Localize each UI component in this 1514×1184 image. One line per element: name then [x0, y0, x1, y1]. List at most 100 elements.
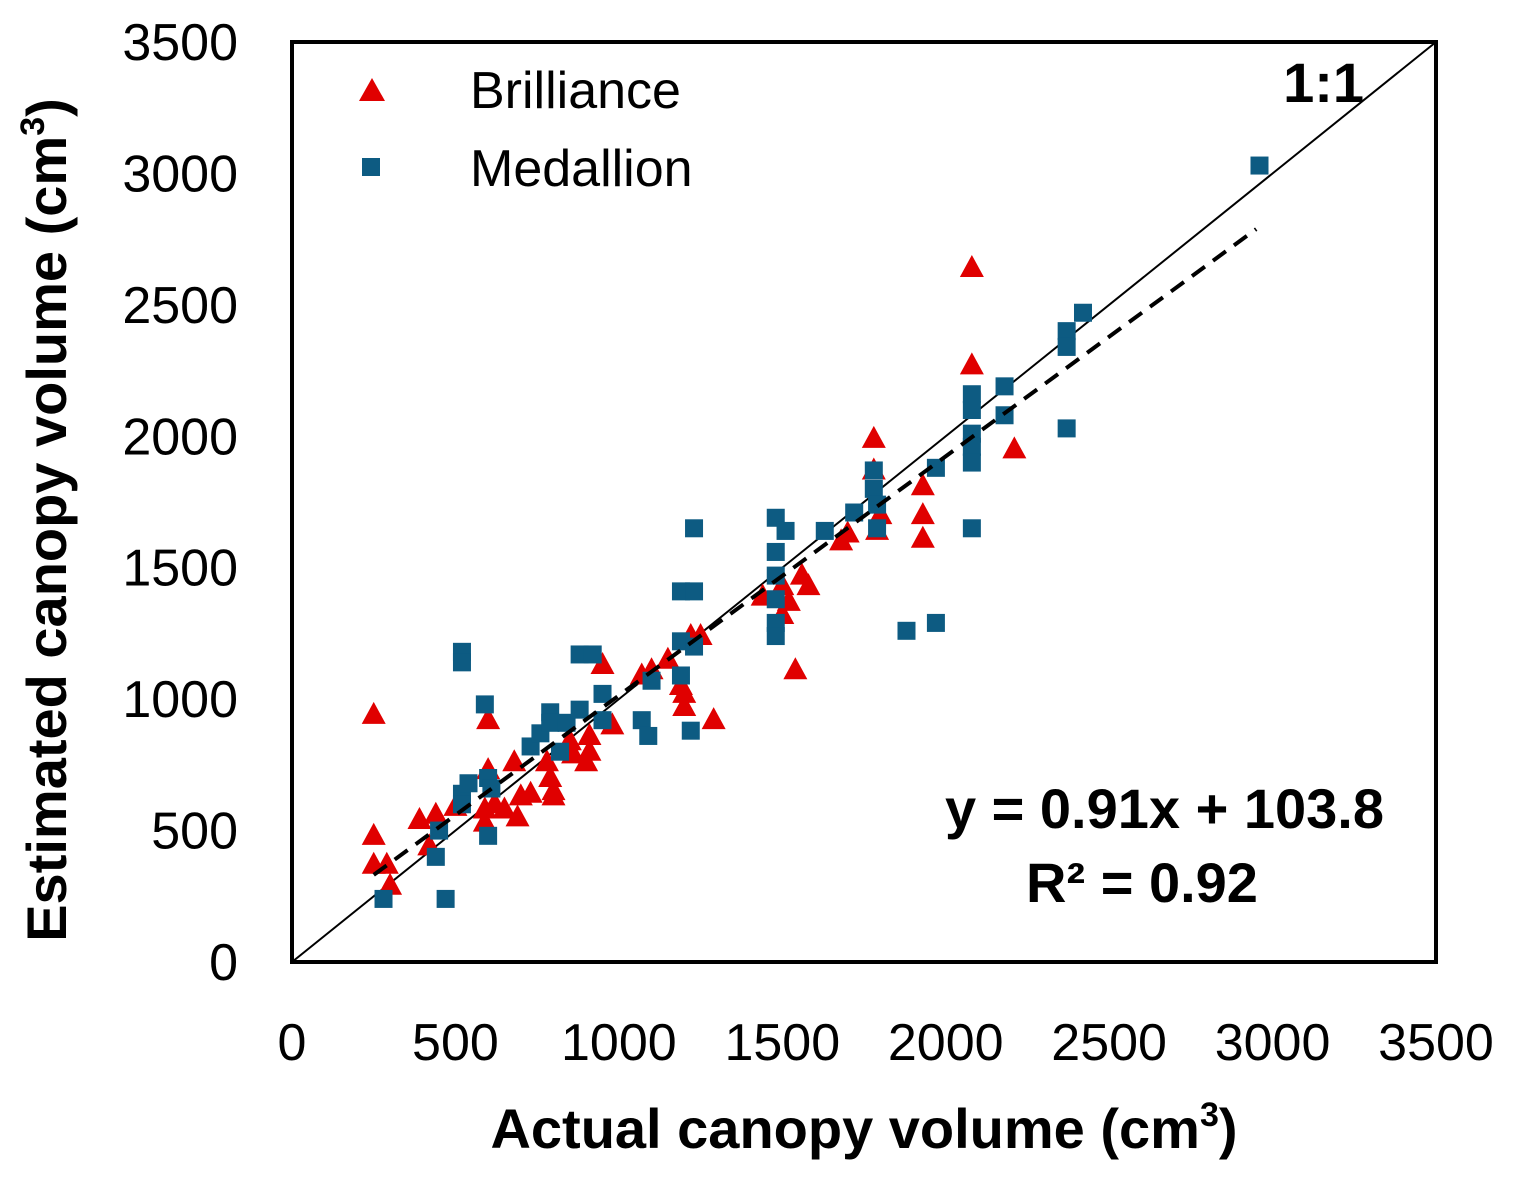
point-medallion — [995, 377, 1014, 396]
point-medallion — [374, 889, 393, 908]
plot-marks — [291, 41, 1437, 963]
point-medallion — [868, 519, 887, 538]
x-tick-label: 2000 — [888, 1014, 1004, 1072]
point-brilliance — [476, 707, 501, 730]
point-medallion — [766, 566, 785, 585]
point-brilliance — [835, 520, 860, 543]
point-medallion — [593, 684, 612, 703]
point-medallion — [570, 700, 589, 719]
point-medallion — [685, 582, 704, 601]
point-medallion — [459, 774, 478, 793]
point-medallion — [479, 826, 498, 845]
point-medallion — [1250, 156, 1269, 175]
point-medallion — [766, 627, 785, 646]
point-medallion — [897, 621, 916, 640]
x-tick-label: 1500 — [724, 1014, 840, 1072]
y-axis-title: Estimated canopy volume (cm3) — [14, 98, 78, 942]
point-medallion — [632, 711, 651, 730]
point-brilliance — [538, 765, 563, 787]
point-medallion — [452, 653, 471, 672]
point-medallion — [1057, 337, 1076, 356]
point-medallion — [864, 479, 883, 498]
point-brilliance — [590, 651, 615, 674]
y-tick-label: 3500 — [122, 14, 238, 72]
y-tick-label: 1500 — [122, 540, 238, 598]
point-brilliance — [541, 783, 566, 806]
point-brilliance — [505, 804, 530, 827]
x-tick-label: 3000 — [1215, 1014, 1331, 1072]
y-tick-label: 2000 — [122, 408, 238, 466]
point-medallion — [845, 503, 864, 522]
point-brilliance — [672, 694, 697, 717]
point-medallion — [671, 666, 690, 685]
point-brilliance — [910, 473, 935, 496]
point-medallion — [639, 726, 658, 745]
point-medallion — [926, 458, 945, 477]
point-medallion — [962, 519, 981, 538]
x-axis-title: Actual canopy volume (cm3) — [490, 1096, 1237, 1160]
legend-marker-brilliance — [359, 78, 385, 101]
point-brilliance — [796, 573, 821, 596]
point-brilliance — [423, 801, 448, 824]
point-brilliance — [672, 680, 697, 703]
x-tick-label: 1000 — [561, 1014, 677, 1072]
one-to-one-label: 1:1 — [1283, 51, 1364, 114]
point-brilliance — [910, 525, 935, 548]
point-medallion — [864, 461, 883, 480]
point-brilliance — [361, 822, 386, 845]
legend-label-medallion: Medallion — [470, 140, 693, 198]
x-tick-label: 500 — [412, 1014, 499, 1072]
point-brilliance — [1002, 436, 1027, 459]
point-medallion — [642, 671, 661, 690]
point-medallion — [962, 385, 981, 404]
point-medallion — [962, 453, 981, 472]
point-medallion — [1057, 322, 1076, 341]
point-brilliance — [361, 701, 386, 724]
point-medallion — [766, 590, 785, 609]
legend: Brilliance Medallion — [359, 62, 693, 198]
point-medallion — [436, 889, 455, 908]
point-medallion — [593, 711, 612, 730]
x-tick-label: 3500 — [1378, 1014, 1494, 1072]
y-tick-label: 3000 — [122, 145, 238, 203]
point-medallion — [962, 401, 981, 419]
point-medallion — [926, 613, 945, 632]
axis-ticks: 0 500 1000 1500 2000 2500 3000 3500 0 500 1000 1500… — [122, 14, 1494, 1072]
point-brilliance — [577, 738, 602, 761]
point-brilliance — [861, 425, 886, 448]
point-medallion — [1073, 303, 1092, 322]
y-tick-label: 1000 — [122, 671, 238, 729]
point-brilliance — [518, 780, 543, 803]
x-tick-label: 2500 — [1051, 1014, 1167, 1072]
point-medallion — [1057, 419, 1076, 438]
point-brilliance — [959, 255, 984, 278]
point-brilliance — [492, 796, 517, 819]
point-brilliance — [701, 707, 726, 730]
point-medallion — [541, 713, 560, 732]
point-medallion — [815, 521, 834, 540]
point-medallion — [776, 521, 795, 540]
plot-frame — [290, 40, 1438, 964]
regression-fit-line — [372, 227, 1258, 877]
point-medallion — [426, 847, 445, 866]
point-brilliance — [378, 872, 403, 895]
legend-label-brilliance: Brilliance — [470, 62, 681, 120]
y-tick-label: 0 — [209, 934, 238, 992]
point-brilliance — [959, 352, 984, 375]
point-brilliance — [472, 809, 497, 832]
point-medallion — [766, 542, 785, 561]
point-brilliance — [783, 657, 808, 680]
point-medallion — [583, 645, 602, 664]
point-brilliance — [910, 502, 935, 525]
legend-marker-medallion — [362, 158, 380, 176]
regression-equation: y = 0.91x + 103.8 — [945, 777, 1384, 840]
y-tick-label: 500 — [151, 803, 238, 861]
point-medallion — [475, 695, 494, 714]
point-medallion — [551, 742, 570, 761]
point-brilliance — [577, 722, 602, 745]
point-brilliance — [534, 749, 559, 772]
x-tick-label: 0 — [278, 1014, 307, 1072]
point-medallion — [681, 721, 700, 740]
y-tick-label: 2500 — [122, 277, 238, 335]
